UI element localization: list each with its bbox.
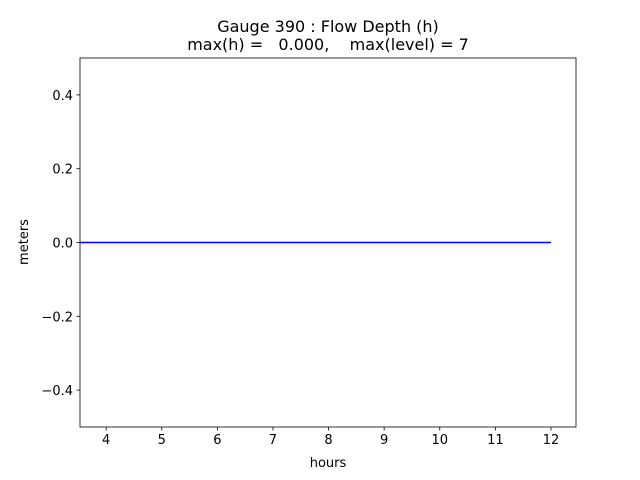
- y-tick-label: −0.4: [41, 384, 73, 399]
- x-tick-label: 7: [269, 433, 277, 448]
- chart-subtitle: max(h) = 0.000, max(level) = 7: [187, 35, 469, 54]
- x-tick-label: 11: [487, 433, 504, 448]
- y-tick-label: −0.2: [41, 310, 73, 325]
- y-tick-label: 0.4: [52, 89, 73, 104]
- x-tick-label: 12: [543, 433, 560, 448]
- x-tick-label: 6: [213, 433, 221, 448]
- plot-frame: [79, 57, 577, 428]
- x-tick-label: 4: [102, 433, 110, 448]
- y-tick-label: 0.2: [52, 163, 73, 178]
- x-tick-label: 10: [431, 433, 448, 448]
- chart-title: Gauge 390 : Flow Depth (h): [217, 17, 439, 36]
- x-axis-label: hours: [310, 456, 347, 471]
- x-tick-label: 8: [324, 433, 332, 448]
- y-axis-label: meters: [17, 219, 32, 265]
- x-tick-label: 9: [380, 433, 388, 448]
- y-tick-label: 0.0: [52, 237, 73, 252]
- x-tick-label: 5: [158, 433, 166, 448]
